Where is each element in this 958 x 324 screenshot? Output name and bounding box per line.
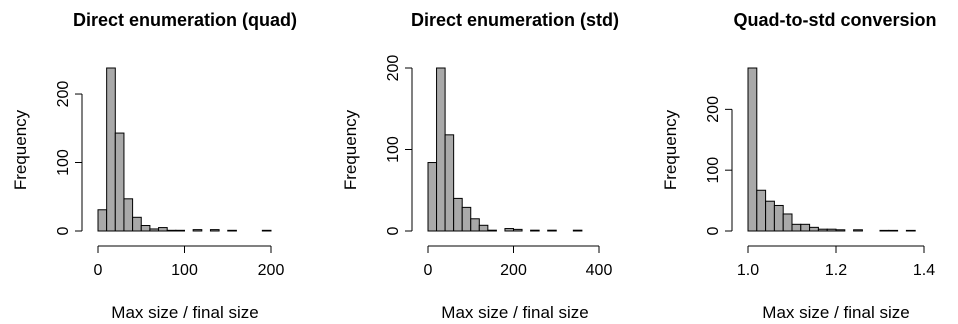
x-tick-label: 1.0 xyxy=(737,262,759,279)
histogram-bar xyxy=(572,229,583,232)
x-axis: 1.0 1.2 1.4 xyxy=(737,245,935,279)
histogram-bar xyxy=(123,198,134,232)
histogram-bar xyxy=(487,229,497,232)
y-axis-label: Frequency xyxy=(341,109,360,190)
x-tick-label: 200 xyxy=(500,262,527,279)
histogram-bar xyxy=(756,189,767,232)
histogram-bar xyxy=(227,229,237,232)
histogram-bar xyxy=(140,225,151,232)
y-axis-label: Frequency xyxy=(661,109,680,190)
y-axis: 0 100 200 xyxy=(55,81,83,235)
panel-title: Direct enumeration (std) xyxy=(411,10,619,30)
histogram-bar xyxy=(817,228,828,232)
histogram-bar xyxy=(765,200,775,232)
x-axis-label: Max size / final size xyxy=(441,303,588,322)
histogram-bar xyxy=(853,229,863,232)
panel-direct-enumeration-quad: Direct enumeration (quad) Frequency Max … xyxy=(11,10,297,322)
y-axis-label: Frequency xyxy=(11,109,30,190)
x-tick-label: 400 xyxy=(586,262,613,279)
x-axis: 0 100 200 xyxy=(94,245,285,279)
histogram-bar xyxy=(835,229,846,232)
histogram-bar xyxy=(791,223,802,232)
y-tick-label: 0 xyxy=(55,226,72,235)
panel-title: Direct enumeration (quad) xyxy=(73,10,297,30)
histogram-bar xyxy=(747,67,758,232)
histogram-bar xyxy=(436,67,446,232)
histogram-bar xyxy=(192,229,203,232)
x-tick-label: 100 xyxy=(171,262,198,279)
histogram-bar xyxy=(444,134,455,232)
histogram-bar xyxy=(166,229,177,232)
bars xyxy=(427,67,583,232)
y-tick-label: 200 xyxy=(385,55,402,82)
bars xyxy=(747,67,916,232)
x-axis: 0 200 400 xyxy=(424,245,613,279)
x-tick-label: 1.4 xyxy=(913,262,935,279)
y-tick-label: 200 xyxy=(705,96,722,123)
y-tick-label: 0 xyxy=(385,226,402,235)
histogram-bar xyxy=(782,213,793,232)
histogram-bar xyxy=(888,229,899,232)
histogram-bar xyxy=(453,197,463,232)
panel-quad-to-std-conversion: Quad-to-std conversion Frequency Max siz… xyxy=(661,10,937,322)
y-tick-label: 0 xyxy=(705,226,722,235)
histogram-bar xyxy=(114,132,125,232)
bars xyxy=(97,67,272,232)
histogram-bar xyxy=(209,229,220,232)
x-tick-label: 1.2 xyxy=(825,262,847,279)
histogram-bar xyxy=(879,229,890,232)
histogram-bar xyxy=(905,229,916,232)
histogram-bar xyxy=(106,67,116,232)
x-tick-label: 0 xyxy=(94,262,103,279)
histogram-bar xyxy=(800,223,811,232)
panel-direct-enumeration-std: Direct enumeration (std) Frequency Max s… xyxy=(341,10,619,322)
histogram-bar xyxy=(826,228,837,232)
x-axis-label: Max size / final size xyxy=(111,303,258,322)
histogram-bar xyxy=(261,229,272,232)
histogram-bar xyxy=(158,227,168,232)
histogram-bar xyxy=(132,216,142,232)
y-tick-label: 100 xyxy=(55,149,72,176)
histogram-bar xyxy=(809,226,819,232)
panel-title: Quad-to-std conversion xyxy=(733,10,936,30)
y-tick-label: 100 xyxy=(705,157,722,184)
histogram-bar xyxy=(175,229,186,232)
histogram-bar xyxy=(530,229,540,232)
histogram-bar xyxy=(513,228,523,232)
x-tick-label: 0 xyxy=(424,262,433,279)
x-axis-label: Max size / final size xyxy=(762,303,909,322)
y-tick-label: 100 xyxy=(385,136,402,163)
y-axis: 0 100 200 xyxy=(385,55,413,235)
histogram-bar xyxy=(97,209,108,232)
histogram-bar xyxy=(149,228,160,232)
histogram-bar xyxy=(461,206,472,232)
y-tick-label: 200 xyxy=(55,81,72,108)
histogram-bar xyxy=(773,204,784,232)
histogram-bar xyxy=(478,224,489,232)
histogram-bar xyxy=(547,229,557,232)
histogram-bar xyxy=(427,162,438,232)
histogram-bar xyxy=(470,218,480,232)
x-tick-label: 200 xyxy=(258,262,285,279)
y-axis: 0 100 200 xyxy=(705,96,733,235)
histogram-bar xyxy=(504,228,515,232)
